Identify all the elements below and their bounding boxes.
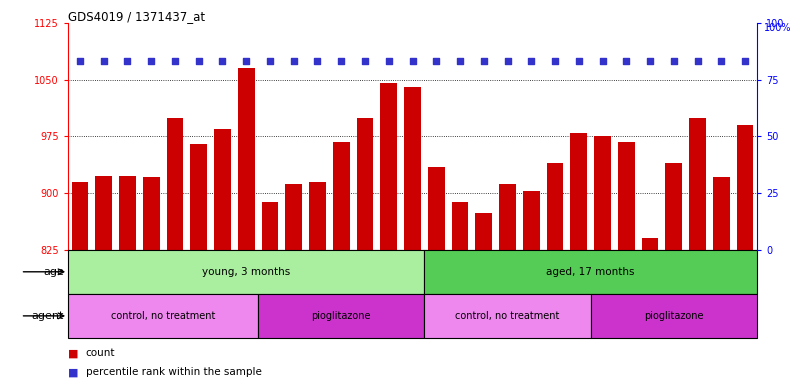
Text: count: count: [86, 348, 115, 358]
Bar: [356, 118, 373, 250]
Point: [667, 58, 680, 64]
Bar: [425, 250, 757, 294]
Bar: [405, 87, 421, 250]
Bar: [713, 177, 730, 250]
Bar: [119, 176, 136, 250]
Bar: [258, 294, 425, 338]
Text: young, 3 months: young, 3 months: [202, 267, 291, 277]
Bar: [618, 142, 634, 250]
Bar: [380, 83, 397, 250]
Point: [691, 58, 704, 64]
Point: [573, 58, 586, 64]
Text: pioglitazone: pioglitazone: [644, 311, 703, 321]
Text: pioglitazone: pioglitazone: [312, 311, 371, 321]
Bar: [666, 163, 682, 250]
Text: aged, 17 months: aged, 17 months: [546, 267, 635, 277]
Bar: [238, 68, 255, 250]
Point: [121, 58, 134, 64]
Point: [501, 58, 514, 64]
Point: [192, 58, 205, 64]
Point: [216, 58, 229, 64]
Bar: [689, 118, 706, 250]
Text: 100%: 100%: [764, 23, 791, 33]
Bar: [95, 177, 112, 250]
Bar: [68, 294, 258, 338]
Point: [453, 58, 466, 64]
Point: [596, 58, 609, 64]
Text: control, no treatment: control, no treatment: [111, 311, 215, 321]
Point: [715, 58, 728, 64]
Bar: [71, 182, 88, 250]
Bar: [570, 132, 587, 250]
Bar: [452, 202, 469, 250]
Point: [239, 58, 252, 64]
Bar: [309, 182, 326, 250]
Bar: [642, 238, 658, 250]
Point: [739, 58, 751, 64]
Point: [264, 58, 276, 64]
Point: [97, 58, 110, 64]
Bar: [214, 129, 231, 250]
Bar: [285, 184, 302, 250]
Point: [168, 58, 181, 64]
Text: age: age: [43, 267, 64, 277]
Bar: [333, 142, 349, 250]
Bar: [523, 191, 540, 250]
Bar: [428, 167, 445, 250]
Point: [620, 58, 633, 64]
Text: ■: ■: [68, 367, 78, 377]
Bar: [476, 214, 492, 250]
Bar: [499, 184, 516, 250]
Bar: [547, 163, 563, 250]
Bar: [737, 125, 754, 250]
Bar: [143, 177, 159, 250]
Point: [311, 58, 324, 64]
Point: [145, 58, 158, 64]
Text: agent: agent: [32, 311, 64, 321]
Point: [359, 58, 372, 64]
Bar: [594, 136, 611, 250]
Point: [335, 58, 348, 64]
Text: percentile rank within the sample: percentile rank within the sample: [86, 367, 262, 377]
Point: [477, 58, 490, 64]
Text: ■: ■: [68, 348, 78, 358]
Point: [288, 58, 300, 64]
Text: GDS4019 / 1371437_at: GDS4019 / 1371437_at: [68, 10, 205, 23]
Point: [549, 58, 562, 64]
Bar: [590, 294, 757, 338]
Point: [525, 58, 537, 64]
Bar: [262, 202, 278, 250]
Point: [430, 58, 443, 64]
Bar: [167, 118, 183, 250]
Point: [406, 58, 419, 64]
Bar: [191, 144, 207, 250]
Point: [74, 58, 87, 64]
Point: [382, 58, 395, 64]
Bar: [68, 250, 425, 294]
Text: control, no treatment: control, no treatment: [455, 311, 560, 321]
Point: [644, 58, 657, 64]
Bar: [425, 294, 590, 338]
